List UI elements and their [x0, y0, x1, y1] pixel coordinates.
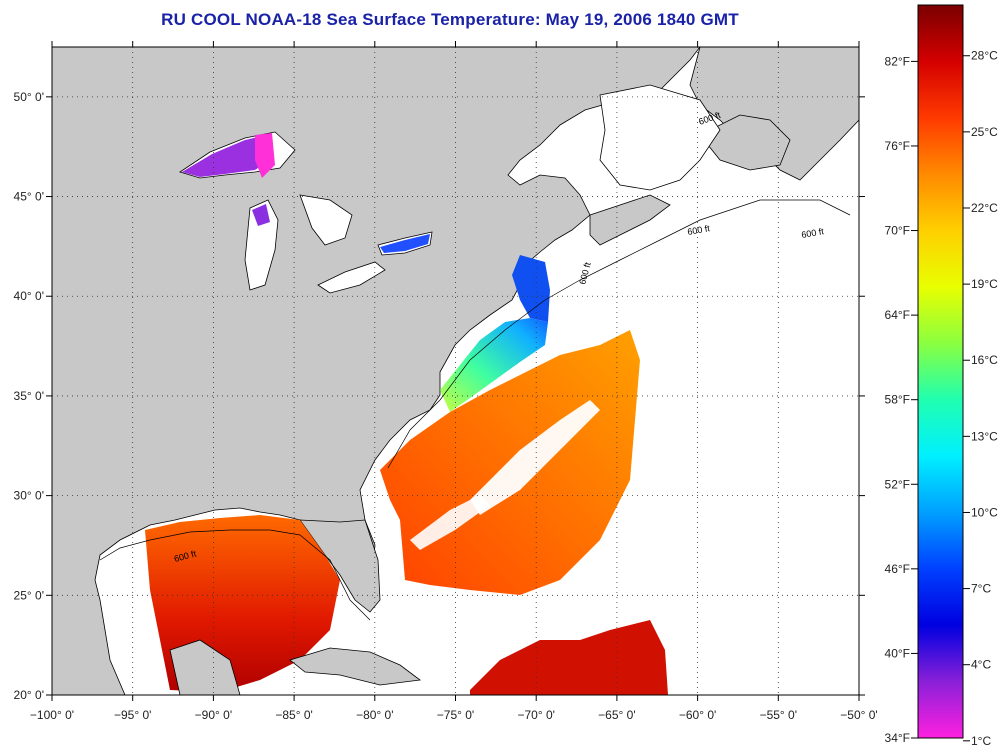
lat-tick-label: 35° 0'	[14, 389, 44, 403]
lat-tick-label: 45° 0'	[14, 190, 44, 204]
lat-tick-label: 40° 0'	[14, 289, 44, 303]
isobath-label: 600 ft	[801, 226, 825, 240]
lon-tick-label: −65° 0'	[598, 708, 635, 722]
colorbar-fahrenheit-label: 46°F	[885, 562, 910, 576]
gridlines	[52, 47, 859, 695]
isobath-label: 600 ft	[687, 223, 711, 237]
lat-tick-label: 30° 0'	[14, 489, 44, 503]
sst-lake-michigan	[252, 204, 270, 226]
isobath-contour	[387, 199, 851, 469]
sst-lake-superior-warm	[255, 133, 275, 178]
sst-coastal-shelf	[440, 318, 548, 412]
land-yucatan	[169, 639, 241, 695]
cloud-streak	[410, 495, 490, 550]
map-layers	[52, 47, 859, 695]
lon-tick-label: −50° 0'	[840, 708, 877, 722]
colorbar-celsius-label: 1°C	[971, 734, 991, 748]
lon-tick-label: −90° 0'	[195, 708, 232, 722]
colorbar-celsius-label: 16°C	[971, 353, 998, 367]
lon-tick-label: −70° 0'	[517, 708, 554, 722]
sst-lake-superior	[182, 134, 272, 177]
chart-title: RU COOL NOAA-18 Sea Surface Temperature:…	[161, 10, 739, 29]
lon-tick-label: −75° 0'	[437, 708, 474, 722]
land-cuba	[289, 647, 422, 686]
colorbar-celsius-label: 4°C	[971, 658, 991, 672]
axis-ticks: −100° 0' −95° 0' −90° 0' −85° 0' −80° 0' −75°…	[14, 41, 878, 722]
lon-tick-label: −60° 0'	[679, 708, 716, 722]
sst-gulf-of-maine	[512, 255, 550, 322]
land-newfoundland-island	[699, 114, 791, 171]
colorbar-fahrenheit-label: 34°F	[885, 731, 910, 745]
colorbar-celsius-label: 13°C	[971, 429, 998, 443]
colorbar-fahrenheit-label: 70°F	[885, 224, 910, 238]
colorbar-fahrenheit-label: 82°F	[885, 54, 910, 68]
lon-tick-label: −80° 0'	[356, 708, 393, 722]
lat-tick-label: 20° 0'	[14, 688, 44, 702]
lon-tick-label: −100° 0'	[30, 708, 74, 722]
colorbar-fahrenheit-label: 40°F	[885, 646, 910, 660]
colorbar-celsius-label: 28°C	[971, 49, 998, 63]
lat-tick-label: 50° 0'	[14, 90, 44, 104]
cloud-streak	[470, 400, 600, 515]
colorbar-fahrenheit-label: 64°F	[885, 308, 910, 322]
sst-lake-ontario	[380, 234, 430, 253]
colorbar-scale	[917, 4, 964, 739]
lake-huron	[299, 194, 353, 246]
sst-caribbean	[470, 620, 668, 695]
lake-michigan	[244, 199, 279, 291]
colorbar-labels: 82°F 76°F 70°F 64°F 58°F 52°F 46°F 40°F 34°F 28°C…	[885, 49, 999, 748]
isobath-contour	[99, 529, 371, 621]
land-nova-scotia	[589, 194, 671, 246]
lon-tick-label: −55° 0'	[760, 708, 797, 722]
colorbar-fahrenheit-label: 52°F	[885, 477, 910, 491]
colorbar-celsius-label: 25°C	[971, 125, 998, 139]
lon-tick-label: −95° 0'	[114, 708, 151, 722]
colorbar-celsius-label: 7°C	[971, 582, 991, 596]
colorbar-fahrenheit-label: 76°F	[885, 139, 910, 153]
land-north-america	[52, 47, 701, 695]
colorbar-celsius-label: 19°C	[971, 277, 998, 291]
lon-tick-label: −85° 0'	[275, 708, 312, 722]
lake-erie	[317, 261, 386, 294]
gulf-st-lawrence	[599, 84, 721, 191]
colorbar-fahrenheit-label: 58°F	[885, 393, 910, 407]
colorbar-celsius-label: 10°C	[971, 505, 998, 519]
colorbar-celsius-label: 22°C	[971, 201, 998, 215]
lat-tick-label: 25° 0'	[14, 588, 44, 602]
